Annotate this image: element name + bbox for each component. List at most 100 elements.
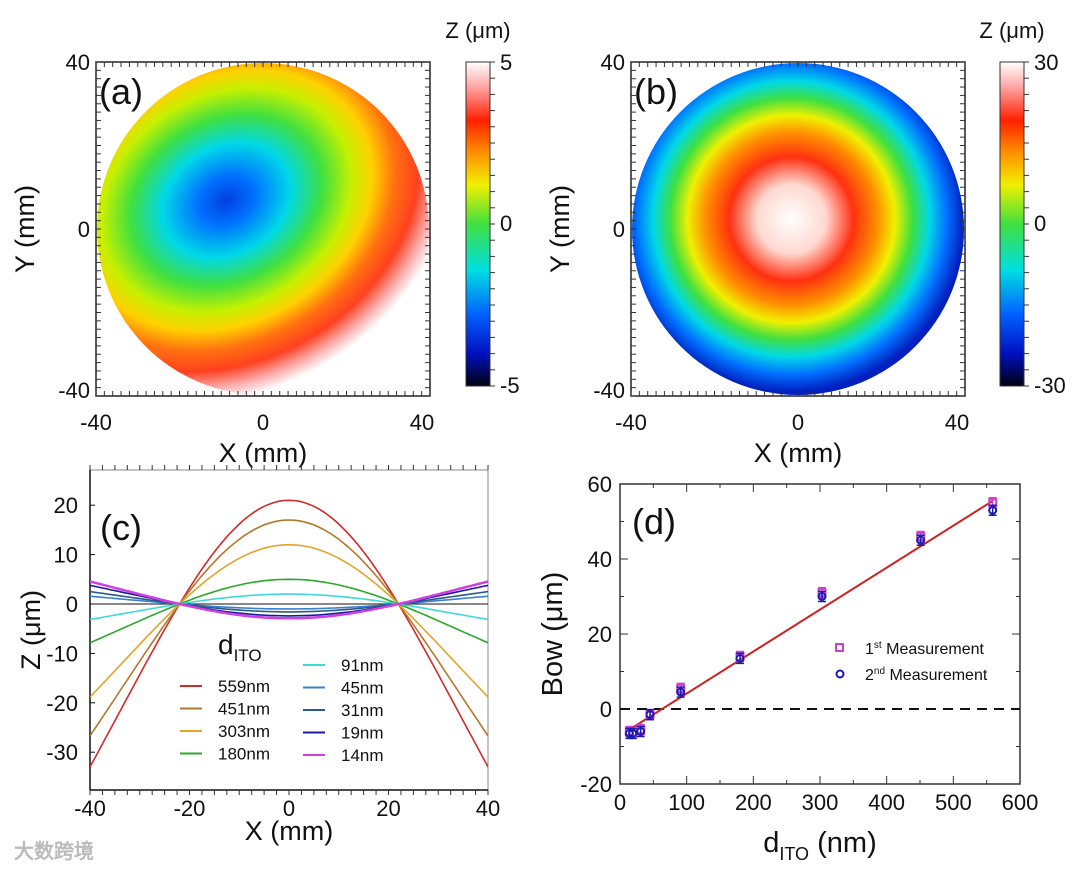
plot-frame — [619, 483, 1021, 785]
colorbar-tick-label: 0 — [500, 211, 512, 236]
legend-label-rest: Measurement — [885, 667, 988, 684]
colorbar-label: Z (μm) — [979, 18, 1044, 43]
x-tick-label: 40 — [476, 796, 500, 821]
series-line-14nm — [90, 580, 488, 620]
legend-marker-square — [835, 643, 844, 652]
x-axis-label-main: d — [763, 827, 779, 859]
y-tick-label: -30 — [46, 740, 78, 765]
legend-label-rest: Measurement — [882, 641, 985, 658]
y-tick-label: 0 — [78, 217, 90, 242]
series-line-91nm — [90, 593, 488, 621]
x-tick-label: -20 — [174, 796, 206, 821]
heatmap-disc — [632, 63, 964, 395]
legend-marker-circle — [835, 669, 845, 679]
x-axis-label-sub: ITO — [779, 844, 809, 864]
x-axis-label: X (mm) — [219, 438, 307, 468]
colorbar-tick-label: 30 — [1034, 50, 1058, 75]
data-point-circle — [817, 592, 827, 601]
x-tick-label: -40 — [80, 410, 112, 435]
x-axis-label-unit: (nm) — [809, 827, 877, 859]
y-tick-label: -40 — [58, 378, 90, 403]
x-tick-label: 40 — [410, 410, 434, 435]
y-tick-label: 0 — [66, 592, 78, 617]
colorbar-tick-label: 5 — [500, 50, 512, 75]
y-tick-label: -10 — [46, 641, 78, 666]
y-tick-label: 10 — [54, 543, 78, 568]
x-tick-label: -40 — [615, 410, 647, 435]
watermark: 大数跨境 — [14, 839, 94, 863]
legend-label: 1st Measurement — [865, 640, 985, 658]
x-tick-label: 300 — [802, 790, 839, 815]
y-tick-label: 20 — [588, 622, 612, 647]
colorbar-tick-label: 0 — [1034, 211, 1046, 236]
colorbar — [999, 61, 1025, 387]
x-tick-label: 0 — [614, 790, 626, 815]
legend-label: 45nm — [341, 679, 384, 698]
data-point-circle — [916, 535, 926, 545]
x-tick-label: 0 — [792, 410, 804, 435]
data-point-circle — [988, 505, 998, 515]
y-axis-label: Z (μm) — [16, 590, 46, 670]
colorbar-tick-label: -30 — [1034, 373, 1066, 398]
series-line-180nm — [90, 578, 488, 644]
data-point-circle — [645, 710, 655, 720]
data-point-circle — [735, 653, 745, 663]
x-tick-label: 0 — [257, 410, 269, 435]
series-line-451nm — [90, 519, 488, 737]
legend-label: 14nm — [341, 746, 384, 765]
x-tick-label: 0 — [283, 796, 295, 821]
y-axis-label: Y (mm) — [10, 185, 40, 273]
x-tick-label: -40 — [74, 796, 106, 821]
legend-label: 180nm — [218, 745, 270, 764]
x-axis-label: X (mm) — [245, 816, 333, 846]
plot-frame — [89, 469, 489, 791]
legend-label-sup: nd — [874, 666, 885, 677]
panel-label: (b) — [634, 71, 678, 112]
heatmap-disc — [97, 63, 429, 395]
y-tick-label: 60 — [588, 472, 612, 497]
y-tick-label: -20 — [580, 772, 612, 797]
y-tick-label: 40 — [66, 50, 90, 75]
legend-label: 19nm — [341, 724, 384, 743]
series-line-31nm — [90, 590, 488, 613]
colorbar — [465, 61, 491, 387]
y-tick-label: 0 — [600, 697, 612, 722]
legend-label: 2nd Measurement — [865, 666, 988, 684]
legend-title-main: d — [218, 629, 234, 660]
series-line-45nm — [90, 595, 488, 610]
series-line-303nm — [90, 543, 488, 698]
legend-title-sub: ITO — [234, 646, 262, 665]
y-tick-label: 20 — [54, 493, 78, 518]
y-tick-label: 0 — [613, 217, 625, 242]
legend-label-base: 2 — [865, 667, 874, 684]
colorbar-label: Z (μm) — [445, 18, 510, 43]
x-tick-label: 500 — [935, 790, 972, 815]
legend-label-sup: st — [874, 640, 882, 651]
x-tick-label: 40 — [945, 410, 969, 435]
y-tick-label: 40 — [588, 547, 612, 572]
x-axis-label: X (mm) — [754, 438, 842, 468]
y-axis-label: Y (mm) — [545, 185, 575, 273]
x-tick-label: 600 — [1002, 790, 1039, 815]
x-axis-label: dITO (nm) — [763, 827, 876, 864]
legend-label: 559nm — [218, 677, 270, 696]
y-tick-label: -40 — [593, 378, 625, 403]
legend-label: 31nm — [341, 701, 384, 720]
legend-label: 451nm — [218, 700, 270, 719]
legend-label: 91nm — [341, 656, 384, 675]
x-tick-label: 400 — [868, 790, 905, 815]
x-tick-label: 200 — [735, 790, 772, 815]
data-point-circle — [676, 687, 686, 697]
legend-title: dITO — [218, 629, 262, 665]
legend-label: 303nm — [218, 722, 270, 741]
legend-label-base: 1 — [865, 641, 874, 658]
x-tick-label: 100 — [668, 790, 705, 815]
x-tick-label: 20 — [376, 796, 400, 821]
colorbar-tick-label: -5 — [500, 373, 520, 398]
panel-label: (d) — [632, 501, 676, 542]
linear-fit-line — [628, 500, 994, 731]
data-point-circle — [636, 727, 646, 736]
panel-label: (c) — [100, 507, 142, 548]
data-point-circle — [628, 728, 638, 738]
